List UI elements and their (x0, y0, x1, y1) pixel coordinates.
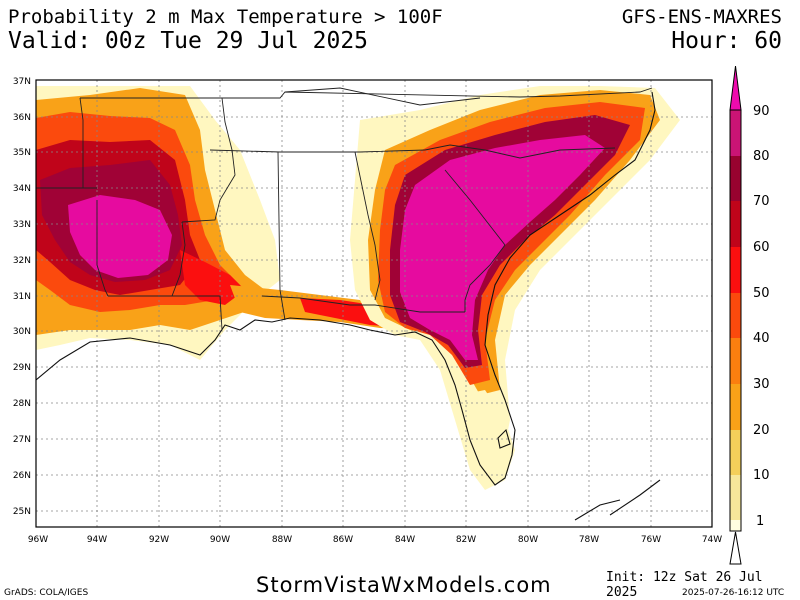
lat-label: 33N (13, 220, 31, 230)
legend-swatch (730, 520, 741, 531)
legend-label: 30 (753, 377, 770, 392)
lat-label: 29N (13, 363, 31, 373)
legend-swatch (730, 338, 741, 384)
lat-label: 27N (13, 435, 31, 445)
legend-swatch (730, 156, 741, 201)
init-time: Init: 12z Sat 26 Jul 2025 (606, 570, 763, 600)
lon-label: 82W (456, 535, 476, 545)
legend-label: 1 (756, 514, 764, 529)
lon-label: 88W (272, 535, 292, 545)
legend-swatch (730, 293, 741, 338)
model-name: GFS-ENS-MAXRES (621, 6, 782, 28)
software-credit: GrADS: COLA/IGES (4, 588, 89, 598)
website-name: StormVistaWxModels.com (256, 573, 552, 597)
lat-label: 37N (13, 77, 31, 87)
lat-label: 32N (13, 256, 31, 266)
lat-label: 25N (13, 507, 31, 517)
lon-label: 76W (641, 535, 661, 545)
legend-label: 80 (753, 149, 770, 164)
map-frame (35, 79, 713, 528)
legend-labels: 1 10 20 30 40 50 60 70 80 90 (753, 104, 770, 529)
longitude-labels: 96W 94W 92W 90W 88W 86W 84W 82W 80W 78W … (28, 535, 722, 545)
legend-label: 10 (753, 468, 770, 483)
legend-label: 20 (753, 423, 770, 438)
lon-label: 80W (518, 535, 538, 545)
p60-east-tx (180, 250, 245, 305)
legend-swatch (730, 475, 741, 520)
lat-label: 30N (13, 327, 31, 337)
legend-label: 70 (753, 194, 770, 209)
lon-label: 92W (149, 535, 169, 545)
legend-swatch (730, 247, 741, 293)
legend-label: 50 (753, 286, 770, 301)
lon-label: 78W (579, 535, 599, 545)
lon-label: 84W (395, 535, 415, 545)
p90-se (400, 135, 605, 360)
legend-arrow-top (729, 65, 742, 111)
p90-west (68, 195, 172, 278)
lon-label: 94W (87, 535, 107, 545)
lat-label: 28N (13, 399, 31, 409)
generation-timestamp: 2025-07-26-16:12 UTC (682, 588, 785, 598)
legend-arrow-bottom (729, 531, 742, 565)
p10-florida (460, 390, 515, 490)
color-legend: 1 10 20 30 40 50 60 70 80 90 (729, 65, 770, 565)
lat-label: 35N (13, 148, 31, 158)
lat-label: 26N (13, 471, 31, 481)
coastline (36, 91, 661, 521)
legend-swatch (730, 110, 741, 156)
lat-label: 34N (13, 184, 31, 194)
legend-label: 40 (753, 331, 770, 346)
latitude-labels: 37N 36N 35N 34N 33N 32N 31N 30N 29N 28N … (13, 77, 31, 517)
map-title: Probability 2 m Max Temperature > 100F (8, 6, 443, 28)
lat-label: 31N (13, 292, 31, 302)
lake-okeechobee (497, 428, 511, 449)
bahamas-coast-2 (609, 479, 661, 516)
bahamas-coast (574, 499, 621, 521)
legend-label: 60 (753, 240, 770, 255)
lon-label: 96W (28, 535, 48, 545)
legend-label: 90 (753, 104, 770, 119)
legend-frame (729, 109, 742, 532)
lon-label: 90W (210, 535, 230, 545)
legend-swatch (730, 201, 741, 247)
valid-time: Valid: 00z Tue 29 Jul 2025 (8, 28, 369, 54)
lon-label: 74W (702, 535, 722, 545)
legend-swatch (730, 384, 741, 430)
lon-label: 86W (333, 535, 353, 545)
legend-swatch (730, 430, 741, 475)
lat-label: 36N (13, 113, 31, 123)
southeast-prob-region (350, 86, 680, 470)
forecast-hour: Hour: 60 (671, 28, 782, 54)
state-borders (36, 87, 653, 331)
